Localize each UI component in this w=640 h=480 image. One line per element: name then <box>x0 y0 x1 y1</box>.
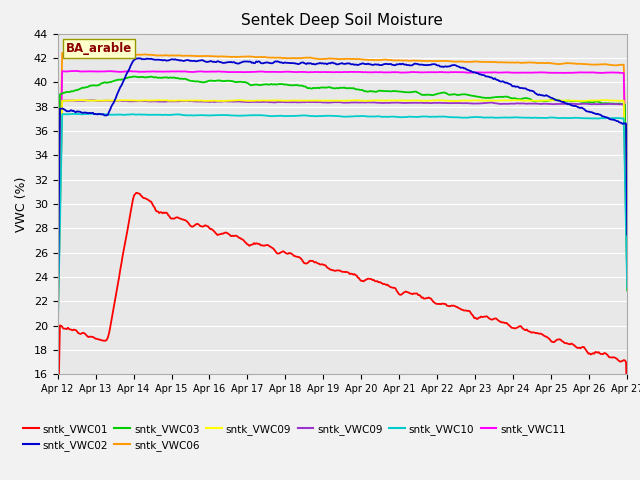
Y-axis label: VWC (%): VWC (%) <box>15 176 28 232</box>
Legend: sntk_VWC01, sntk_VWC02, sntk_VWC03, sntk_VWC06, sntk_VWC09, sntk_VWC09, sntk_VWC: sntk_VWC01, sntk_VWC02, sntk_VWC03, sntk… <box>23 424 566 451</box>
Title: Sentek Deep Soil Moisture: Sentek Deep Soil Moisture <box>241 13 444 28</box>
Text: BA_arable: BA_arable <box>66 42 132 55</box>
